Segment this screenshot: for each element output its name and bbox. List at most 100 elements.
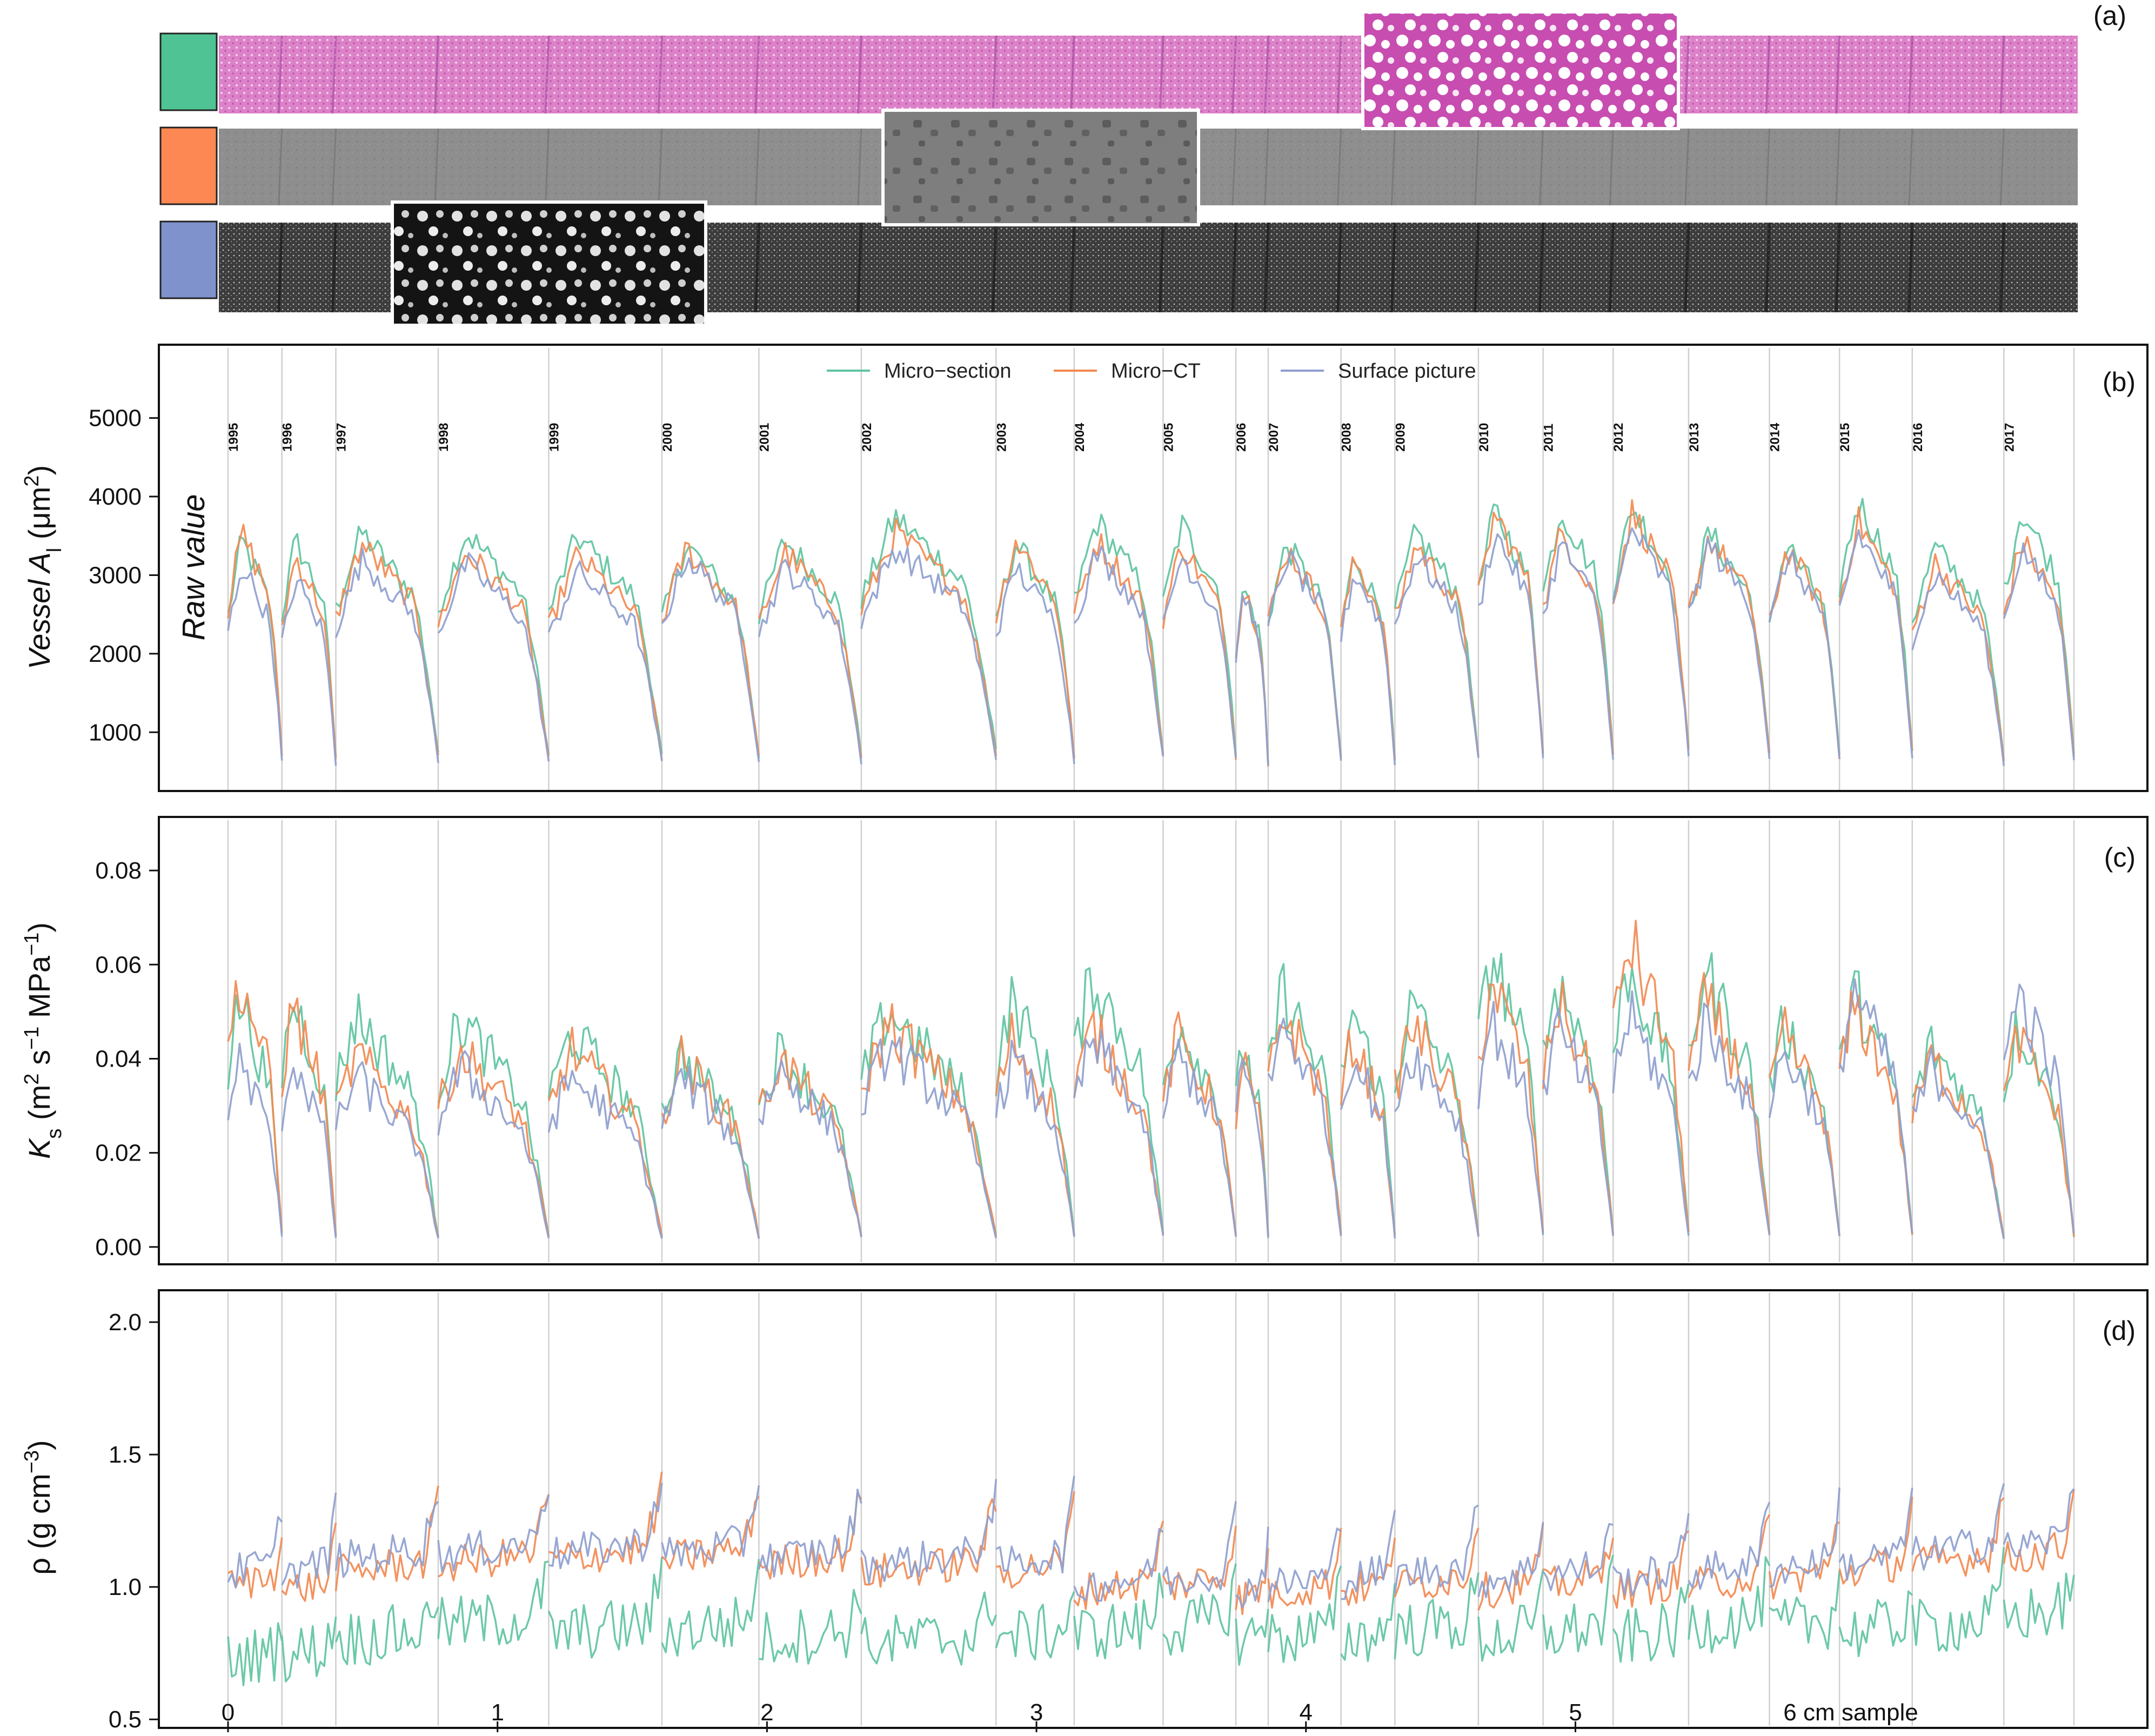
strip-ring-line (1609, 128, 1614, 206)
plot-frame-b (158, 344, 2149, 792)
panel-label-b: (b) (2103, 367, 2136, 397)
y-tick-label: 0.02 (95, 1140, 142, 1167)
series-line-micro-section (227, 1547, 2075, 1686)
strip-ring-line (434, 128, 439, 206)
strip-ring-line (658, 128, 663, 206)
strip-ring-line (1390, 222, 1396, 313)
strip-ring-line (1474, 222, 1480, 313)
strip-ring-line (331, 35, 337, 114)
year-label: 2016 (1911, 423, 1925, 452)
strip-ring-line (1999, 222, 2005, 313)
y-axis-b: 1000 2000 3000 4000 5000 (89, 405, 159, 746)
year-label: 2004 (1073, 423, 1087, 452)
strip-ring-line (1390, 128, 1396, 206)
x-tick-label: 5 (1569, 1699, 1582, 1726)
strip-ring-line (1835, 222, 1841, 313)
strip-ring-line (1263, 222, 1270, 313)
strip-ring-line (1684, 222, 1690, 313)
strip-ring-line (754, 128, 760, 206)
strip-ring-line (1232, 128, 1237, 206)
strip-ring-line (277, 35, 283, 114)
strip-ring-line (1684, 35, 1690, 114)
strip-ring-line (1908, 128, 1913, 206)
swatch-surface-picture (159, 220, 218, 299)
x-tick-label: 2 (760, 1699, 773, 1726)
strip-ring-line (277, 222, 284, 313)
x-axis-title: 6 cm sample (1783, 1699, 1918, 1726)
plot-frame-c (158, 816, 2149, 1265)
y-axis-title-b: Vessel Al (μm2) (21, 465, 66, 669)
strip-ring-line (1764, 222, 1771, 313)
strip-micro-section (219, 36, 2078, 113)
year-label: 2006 (1234, 423, 1249, 452)
strip-ring-line (1999, 35, 2005, 114)
strip-ring-line (544, 35, 550, 114)
strip-ring-line (1684, 128, 1690, 206)
strip-ring-line (856, 222, 863, 313)
year-label: 2005 (1161, 423, 1176, 452)
strip-ring-line (856, 35, 862, 114)
strip-ring-line (331, 128, 337, 206)
y-tick-label: 3000 (89, 562, 142, 588)
y-tick-label: 0.00 (95, 1234, 142, 1261)
year-label: 1997 (334, 423, 349, 452)
year-label: 2001 (757, 423, 772, 452)
year-label: 2009 (1393, 423, 1408, 452)
year-label: 2003 (994, 423, 1009, 452)
series-group-d (227, 1471, 2075, 1686)
year-label: 2010 (1477, 423, 1491, 452)
strip-ring-line (1999, 128, 2005, 206)
ring-gridlines-c (227, 820, 2075, 1262)
strip-ring-line (1158, 222, 1164, 313)
y-tick-label: 0.08 (95, 857, 142, 884)
strip-ring-line (1908, 222, 1914, 313)
strip-ring-line (657, 35, 663, 114)
y-tick-label: 0.06 (95, 951, 142, 978)
strip-ring-line (754, 222, 760, 313)
year-label: 1996 (280, 423, 295, 452)
legend: Micro−section Micro−CT Surface picture (827, 360, 1476, 383)
year-label: 2007 (1267, 423, 1281, 452)
year-label: 1995 (226, 423, 241, 452)
strip-ring-line (1908, 35, 1913, 114)
legend-entry: Micro−CT (1111, 360, 1201, 383)
strip-ring-line (1538, 222, 1545, 313)
y-axis-title-c: Ks (m2 s−1 MPa−1) (21, 922, 66, 1159)
panel-label-a: (a) (2093, 1, 2126, 31)
strip-ring-line (1336, 35, 1342, 114)
series-line-micro-section (227, 498, 2075, 766)
strip-ring-line (1474, 128, 1480, 206)
x-tick-label: 0 (222, 1699, 235, 1726)
year-label: 2017 (2002, 423, 2017, 452)
series-line-surface-picture (227, 978, 2075, 1239)
x-tick-label: 4 (1300, 1699, 1313, 1726)
year-label: 2002 (860, 423, 874, 452)
x-tick-label: 3 (1030, 1699, 1043, 1726)
density-chart: 0.5 1.0 1.5 2.0 0 1 2 3 4 5 (d) 6 cm sample ρ (g… (21, 1289, 2149, 1733)
year-label: 2012 (1611, 423, 1626, 452)
strip-ring-line (1159, 35, 1164, 114)
y-tick-label: 2.0 (109, 1309, 142, 1336)
series-line-micro-ct (227, 920, 2075, 1239)
inset-micro-section (1361, 10, 1680, 130)
swatch-micro-section (159, 32, 218, 111)
image-panel: (a) (159, 1, 2126, 327)
y-tick-label: 1.0 (109, 1574, 142, 1600)
conductivity-chart: 0.00 0.02 0.04 0.06 0.08 (c) Ks (m2 s−1 MPa−… (21, 816, 2149, 1265)
y-axis-c: 0.00 0.02 0.04 0.06 0.08 (95, 857, 159, 1261)
swatch-micro-ct (159, 126, 218, 205)
y-tick-label: 0.5 (109, 1706, 142, 1733)
y-axis-title-d: ρ (g cm−3) (21, 1440, 56, 1574)
strip-ring-line (1337, 128, 1342, 206)
y-tick-label: 5000 (89, 405, 142, 432)
strip-ring-line (1835, 35, 1841, 114)
series-line-micro-section (227, 952, 2075, 1239)
strip-ring-line (1539, 128, 1544, 206)
legend-entry: Micro−section (884, 360, 1011, 383)
inset-surface-picture (391, 200, 707, 327)
panel-label-d: (d) (2103, 1316, 2136, 1346)
strip-ring-line (1069, 35, 1075, 114)
strip-ring-lines (277, 35, 2005, 313)
